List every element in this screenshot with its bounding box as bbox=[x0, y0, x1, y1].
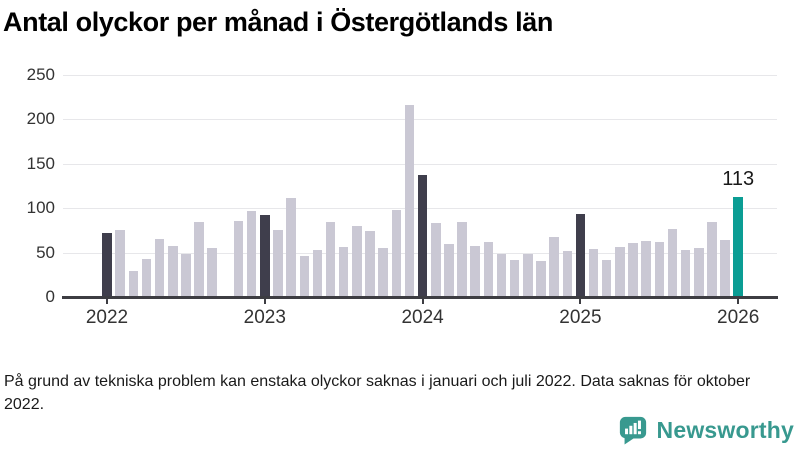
bar-aug-2024 bbox=[509, 259, 520, 297]
plot-area: 113 bbox=[63, 75, 777, 297]
bar-maj-2025 bbox=[628, 242, 638, 297]
bar-sep-2024 bbox=[523, 254, 533, 297]
x-axis-label-2026: 2026 bbox=[717, 307, 760, 328]
gridline-200 bbox=[63, 119, 777, 121]
x-axis-label-2022: 2022 bbox=[85, 307, 129, 328]
bar-sep-2022 bbox=[207, 248, 217, 297]
x-tick-2026 bbox=[737, 299, 740, 304]
bar-aug-2023 bbox=[352, 225, 362, 297]
bar-feb-2024 bbox=[431, 223, 441, 297]
bar-okt-2023 bbox=[378, 248, 388, 297]
bar-jul-2025 bbox=[654, 241, 665, 297]
bar-jul-2022 bbox=[181, 253, 191, 297]
bar-jan-2025 bbox=[575, 214, 586, 297]
bar-jun-2023 bbox=[325, 221, 336, 297]
gridline-150 bbox=[63, 163, 777, 165]
y-axis-label-100: 100 bbox=[26, 198, 55, 218]
x-axis-label-2025: 2025 bbox=[559, 307, 602, 328]
newsworthy-logo[interactable]: Newsworthy bbox=[618, 415, 794, 445]
x-tick-2023 bbox=[263, 299, 266, 304]
bar-feb-2023 bbox=[273, 230, 283, 297]
bar-sep-2025 bbox=[680, 249, 691, 297]
bar-dec-2023 bbox=[404, 105, 415, 297]
bar-dec-2022 bbox=[246, 210, 257, 297]
bar-jan-2026 bbox=[733, 196, 743, 297]
bar-maj-2024 bbox=[470, 245, 480, 297]
bar-aug-2025 bbox=[667, 228, 678, 297]
bar-jun-2025 bbox=[641, 241, 651, 297]
bar-mar-2025 bbox=[601, 259, 612, 297]
bar-jun-2022 bbox=[168, 245, 178, 297]
bar-mar-2022 bbox=[128, 271, 139, 297]
bar-nov-2022 bbox=[233, 220, 244, 297]
chart-footnote: På grund av tekniska problem kan enstaka… bbox=[4, 373, 751, 413]
bar-nov-2024 bbox=[549, 236, 559, 297]
bar-jul-2023 bbox=[338, 247, 349, 297]
bar-okt-2025 bbox=[694, 248, 704, 297]
newsworthy-logo-text[interactable]: Newsworthy bbox=[656, 416, 794, 443]
bar-apr-2025 bbox=[615, 247, 625, 297]
x-tick-2022 bbox=[106, 299, 108, 304]
bar-jan-2024 bbox=[417, 175, 428, 297]
latest-value-label: 113 bbox=[722, 167, 755, 190]
newsworthy-bubble-chart-icon bbox=[618, 415, 648, 445]
x-axis-line bbox=[62, 296, 778, 299]
bar-nov-2023 bbox=[391, 209, 402, 297]
y-axis-label-150: 150 bbox=[26, 153, 55, 173]
bar-okt-2024 bbox=[536, 260, 546, 297]
bar-jan-2023 bbox=[260, 215, 270, 297]
bar-jan-2022 bbox=[102, 233, 112, 297]
x-tick-2025 bbox=[579, 299, 582, 304]
bar-maj-2023 bbox=[312, 249, 323, 297]
bar-maj-2022 bbox=[154, 239, 165, 297]
bar-feb-2025 bbox=[588, 249, 599, 297]
bar-apr-2023 bbox=[299, 256, 309, 297]
bar-dec-2024 bbox=[562, 250, 572, 297]
x-axis-label-2023: 2023 bbox=[243, 307, 286, 328]
bar-aug-2022 bbox=[194, 222, 204, 297]
y-axis-label-200: 200 bbox=[26, 109, 55, 129]
chart-title: Antal olyckor per månad i Östergötlands … bbox=[3, 7, 553, 37]
x-axis-label-2024: 2024 bbox=[401, 307, 444, 328]
bar-sep-2023 bbox=[365, 231, 375, 297]
y-axis-label-50: 50 bbox=[36, 242, 55, 262]
bar-mar-2024 bbox=[444, 243, 454, 297]
bar-nov-2025 bbox=[707, 221, 717, 297]
y-axis-label-250: 250 bbox=[26, 65, 55, 84]
y-axis-label-0: 0 bbox=[45, 287, 55, 306]
bar-apr-2022 bbox=[141, 258, 152, 297]
bar-mar-2023 bbox=[286, 197, 296, 297]
x-tick-2024 bbox=[421, 299, 424, 304]
bar-jun-2024 bbox=[483, 241, 494, 297]
bar-dec-2025 bbox=[720, 240, 730, 297]
gridline-250 bbox=[63, 75, 777, 76]
bar-feb-2022 bbox=[115, 229, 125, 297]
bar-apr-2024 bbox=[457, 222, 467, 297]
bar-jul-2024 bbox=[496, 253, 507, 297]
